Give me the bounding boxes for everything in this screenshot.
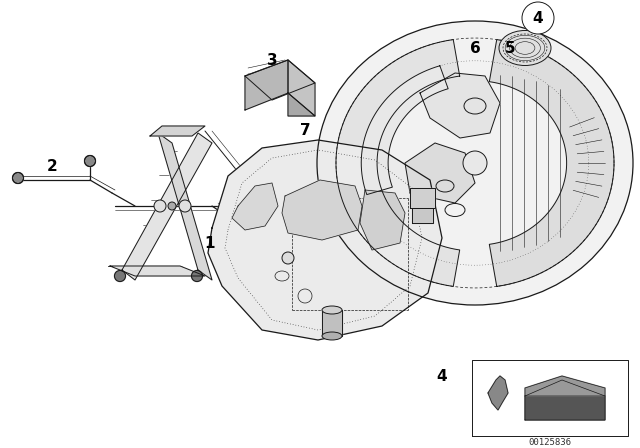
Circle shape	[191, 271, 202, 281]
Polygon shape	[525, 376, 605, 396]
Polygon shape	[122, 133, 212, 280]
Text: 7: 7	[300, 122, 310, 138]
Polygon shape	[245, 60, 288, 110]
Text: 2: 2	[47, 159, 58, 173]
Polygon shape	[410, 188, 435, 208]
Polygon shape	[412, 208, 433, 223]
Circle shape	[154, 200, 166, 212]
Polygon shape	[488, 376, 508, 410]
Ellipse shape	[322, 332, 342, 340]
Polygon shape	[158, 133, 212, 280]
Circle shape	[522, 2, 554, 34]
Text: 6: 6	[470, 40, 481, 56]
Text: 4: 4	[436, 369, 447, 383]
Polygon shape	[361, 66, 448, 194]
Text: 1: 1	[205, 236, 215, 250]
Polygon shape	[282, 180, 362, 240]
Polygon shape	[110, 266, 205, 276]
Text: 5: 5	[505, 40, 515, 56]
Circle shape	[168, 202, 176, 210]
Circle shape	[13, 172, 24, 184]
Circle shape	[521, 44, 529, 52]
Polygon shape	[525, 380, 605, 420]
Polygon shape	[245, 60, 315, 100]
Polygon shape	[288, 60, 315, 116]
Polygon shape	[405, 143, 475, 203]
Ellipse shape	[499, 30, 551, 65]
Polygon shape	[336, 39, 460, 286]
Circle shape	[115, 271, 125, 281]
Ellipse shape	[317, 21, 633, 305]
Polygon shape	[150, 126, 205, 136]
Ellipse shape	[322, 306, 342, 314]
Polygon shape	[288, 93, 315, 116]
Circle shape	[282, 252, 294, 264]
Polygon shape	[490, 39, 614, 286]
Polygon shape	[232, 183, 278, 230]
Circle shape	[179, 200, 191, 212]
Polygon shape	[360, 190, 405, 250]
Circle shape	[84, 155, 95, 167]
Text: 4: 4	[532, 10, 543, 26]
Polygon shape	[208, 140, 442, 340]
Circle shape	[463, 151, 487, 175]
Text: 3: 3	[267, 52, 277, 68]
Polygon shape	[420, 73, 500, 138]
Polygon shape	[322, 310, 342, 336]
Text: 00125836: 00125836	[529, 438, 572, 447]
